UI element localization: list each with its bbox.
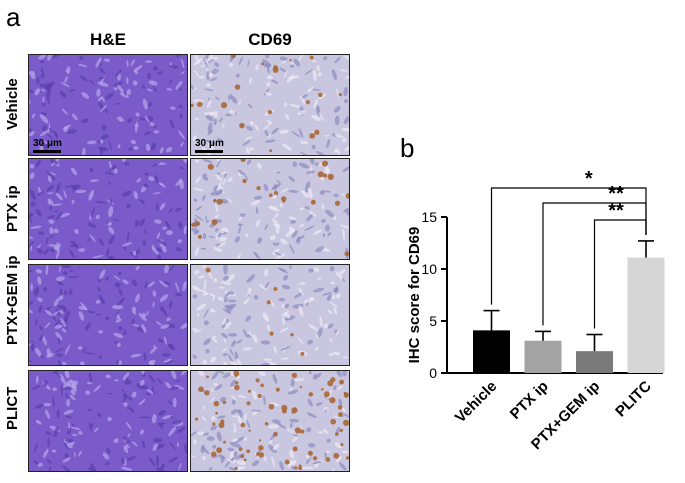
micrograph-cd69-plict [190,370,350,472]
y-tick-label-0: 0 [429,365,437,381]
column-header-cd69: CD69 [248,30,292,49]
micrograph-he-ptx-ip [28,158,188,260]
bar-plitc [627,257,665,373]
scale-bar-cd69 [195,150,223,153]
micrograph-he-ptx-gem-ip [28,264,188,366]
micrograph-he-vehicle [28,54,188,156]
row-label-ptx-gem-ip: PTX+GEM ip [4,255,21,345]
row-label-vehicle: Vehicle [4,78,21,130]
x-tick-label-plitc: PLITC [612,378,655,421]
micrograph-cd69-ptx-ip [190,158,350,260]
column-header-he: H&E [90,30,126,49]
scale-bar-label-he: 30 μm [33,138,62,149]
bar-ptx-gem-ip [576,351,613,373]
row-label-plict: PLICT [4,386,21,430]
micrograph-he-plict [28,370,188,472]
micrograph-cd69-ptx-gem-ip [190,264,350,366]
significance-label-2: ** [608,183,624,205]
bar-vehicle [473,330,510,373]
bar-ptx-ip [524,340,562,373]
y-tick-label-5: 5 [429,313,437,329]
panel-a-letter: a [6,2,21,32]
scale-bar-he [33,150,61,153]
significance-label-1: * [585,168,593,190]
y-tick-label-15: 15 [421,209,437,225]
significance-bracket-2 [542,202,647,326]
y-axis-label: IHC score for CD69 [406,227,423,364]
scale-bar-label-cd69: 30 μm [195,138,224,149]
significance-label-3: ** [608,200,624,222]
panel-b-letter: b [400,133,415,163]
y-tick-label-10: 10 [421,261,437,277]
significance-bracket-3 [593,219,647,329]
row-label-ptx-ip: PTX ip [4,185,21,232]
x-tick-label-ptx-ip: PTX ip [507,378,552,423]
x-tick-label-vehicle: Vehicle [452,378,501,427]
